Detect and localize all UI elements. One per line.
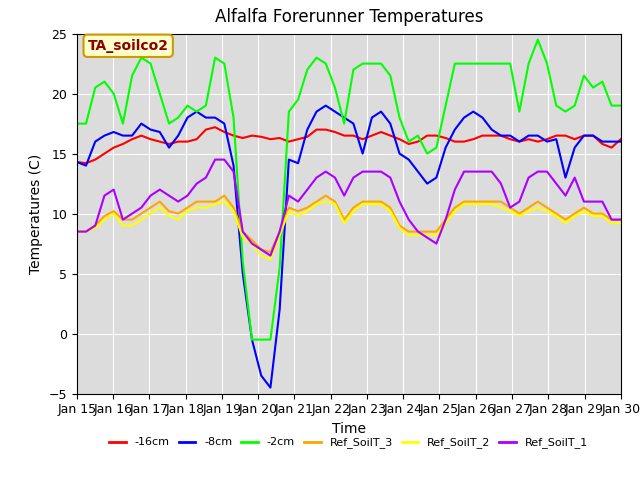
Legend: -16cm, -8cm, -2cm, Ref_SoilT_3, Ref_SoilT_2, Ref_SoilT_1: -16cm, -8cm, -2cm, Ref_SoilT_3, Ref_Soil… xyxy=(105,433,593,453)
Title: Alfalfa Forerunner Temperatures: Alfalfa Forerunner Temperatures xyxy=(214,9,483,26)
Text: TA_soilco2: TA_soilco2 xyxy=(88,39,169,53)
Y-axis label: Temperatures (C): Temperatures (C) xyxy=(29,154,43,274)
X-axis label: Time: Time xyxy=(332,422,366,436)
